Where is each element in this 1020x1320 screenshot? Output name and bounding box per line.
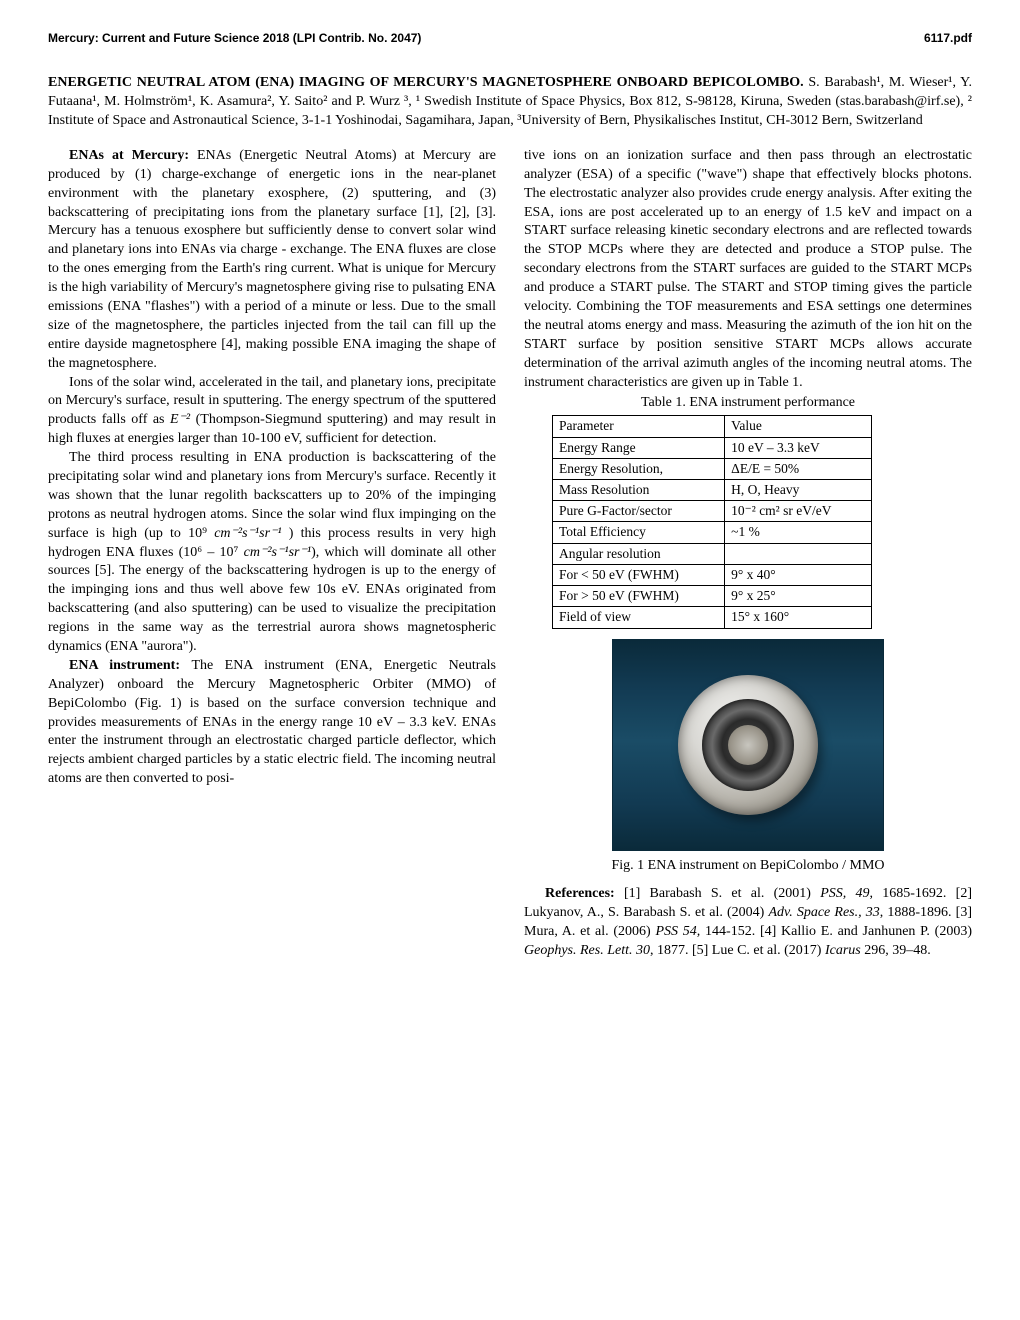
- table-row: Field of view15° x 160°: [553, 607, 872, 628]
- body-para-continuation: tive ions on an ionization surface and t…: [524, 147, 972, 393]
- section-ena-instrument: ENA instrument: The ENA instrument (ENA,…: [48, 657, 496, 789]
- table-cell: 10 eV – 3.3 keV: [725, 437, 872, 458]
- page: Mercury: Current and Future Science 2018…: [0, 0, 1020, 991]
- table-cell: Field of view: [553, 607, 725, 628]
- running-header: Mercury: Current and Future Science 2018…: [48, 30, 972, 46]
- title-block: ENERGETIC NEUTRAL ATOM (ENA) IMAGING OF …: [48, 74, 972, 131]
- unit-italic: cm⁻²s⁻¹sr⁻¹: [214, 526, 281, 541]
- unit-italic: cm⁻²s⁻¹sr⁻¹: [244, 545, 311, 560]
- section-head: ENA instrument:: [69, 658, 191, 673]
- table-cell: ΔE/E = 50%: [725, 458, 872, 479]
- table-cell: Total Efficiency: [553, 522, 725, 543]
- table-cell: Energy Resolution,: [553, 458, 725, 479]
- table-cell: Pure G-Factor/sector: [553, 501, 725, 522]
- references: References: [1] Barabash S. et al. (2001…: [524, 885, 972, 961]
- header-right: 6117.pdf: [924, 30, 972, 46]
- instrument-table: Parameter Value Energy Range10 eV – 3.3 …: [552, 415, 872, 628]
- ref-italic: Icarus: [825, 943, 861, 958]
- figure-center: [728, 725, 768, 765]
- table-row: Pure G-Factor/sector10⁻² cm² sr eV/eV: [553, 501, 872, 522]
- ref-text: [1] Barabash S. et al. (2001): [624, 886, 820, 901]
- table-cell: H, O, Heavy: [725, 479, 872, 500]
- table-row: Total Efficiency~1 %: [553, 522, 872, 543]
- body-text: ), which will dominate all other sources…: [48, 545, 496, 654]
- two-column-body: ENAs at Mercury: ENAs (Energetic Neutral…: [48, 147, 972, 961]
- body-text: The ENA instrument (ENA, Energetic Neutr…: [48, 658, 496, 786]
- table-header-cell: Value: [725, 416, 872, 437]
- table-row: Energy Resolution,ΔE/E = 50%: [553, 458, 872, 479]
- table-caption: Table 1. ENA instrument performance: [524, 394, 972, 413]
- header-left: Mercury: Current and Future Science 2018…: [48, 30, 421, 46]
- left-column: ENAs at Mercury: ENAs (Energetic Neutral…: [48, 147, 496, 961]
- ref-text: 296, 39–48.: [861, 943, 931, 958]
- table-cell: For < 50 eV (FWHM): [553, 564, 725, 585]
- table-row: Angular resolution: [553, 543, 872, 564]
- section-head: ENAs at Mercury:: [69, 148, 197, 163]
- table-row: For > 50 eV (FWHM)9° x 25°: [553, 586, 872, 607]
- table-cell: 10⁻² cm² sr eV/eV: [725, 501, 872, 522]
- figure-caption: Fig. 1 ENA instrument on BepiColombo / M…: [524, 857, 972, 876]
- ref-italic: Geophys. Res. Lett. 30: [524, 943, 650, 958]
- ref-italic: Adv. Space Res., 33: [768, 905, 879, 920]
- ref-italic: PSS 54,: [655, 924, 700, 939]
- table-row: Mass ResolutionH, O, Heavy: [553, 479, 872, 500]
- ref-text: 144-152. [4] Kallio E. and Janhunen P. (…: [700, 924, 972, 939]
- figure-instrument-photo: [612, 639, 884, 851]
- body-para: Ions of the solar wind, accelerated in t…: [48, 374, 496, 450]
- table-header-cell: Parameter: [553, 416, 725, 437]
- table-row: Energy Range10 eV – 3.3 keV: [553, 437, 872, 458]
- ref-italic: PSS, 49: [820, 886, 869, 901]
- paper-title: ENERGETIC NEUTRAL ATOM (ENA) IMAGING OF …: [48, 75, 804, 90]
- table-cell: Energy Range: [553, 437, 725, 458]
- body-text: ENAs (Energetic Neutral Atoms) at Mercur…: [48, 148, 496, 371]
- table-row: For < 50 eV (FWHM)9° x 40°: [553, 564, 872, 585]
- right-column: tive ions on an ionization surface and t…: [524, 147, 972, 961]
- table-cell: 9° x 40°: [725, 564, 872, 585]
- section-ena-mercury: ENAs at Mercury: ENAs (Energetic Neutral…: [48, 147, 496, 374]
- table-cell: ~1 %: [725, 522, 872, 543]
- section-head: References:: [545, 886, 624, 901]
- table-cell: 9° x 25°: [725, 586, 872, 607]
- ref-text: , 1877. [5] Lue C. et al. (2017): [650, 943, 825, 958]
- table-cell: Mass Resolution: [553, 479, 725, 500]
- table-cell: Angular resolution: [553, 543, 725, 564]
- table-cell: 15° x 160°: [725, 607, 872, 628]
- table-header-row: Parameter Value: [553, 416, 872, 437]
- math-italic: E⁻²: [170, 412, 190, 427]
- table-cell: For > 50 eV (FWHM): [553, 586, 725, 607]
- body-para: The third process resulting in ENA produ…: [48, 449, 496, 657]
- table-cell: [725, 543, 872, 564]
